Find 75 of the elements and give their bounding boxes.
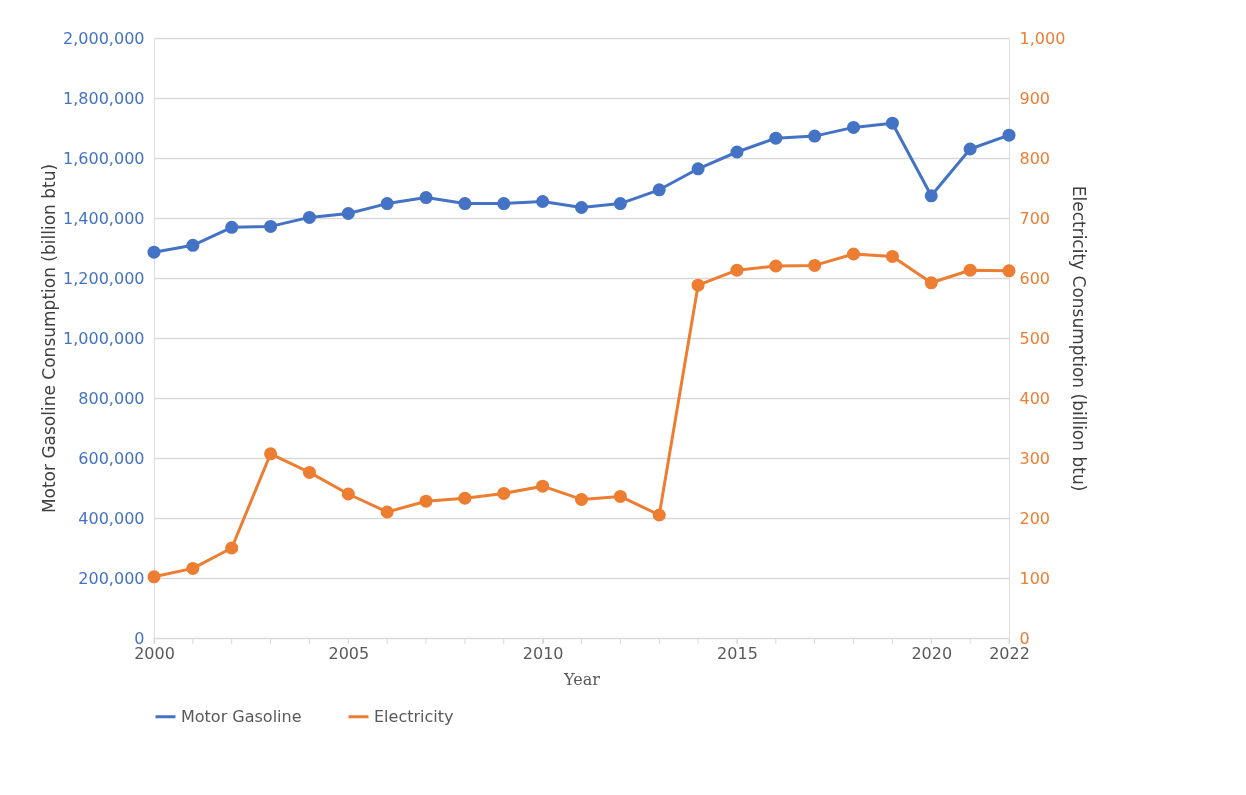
point xyxy=(380,505,394,519)
point xyxy=(769,259,783,273)
point xyxy=(536,479,550,493)
point xyxy=(885,116,899,130)
point xyxy=(264,447,278,461)
point xyxy=(691,278,705,292)
point xyxy=(458,491,472,505)
y-tick-label: 1,200,000 xyxy=(63,268,145,288)
point xyxy=(302,465,316,479)
point xyxy=(924,276,938,290)
point xyxy=(885,249,899,263)
point xyxy=(652,508,666,522)
x-tick-label: 2010 xyxy=(522,643,564,663)
y-tick-label: 2,000,000 xyxy=(63,28,145,48)
point xyxy=(574,492,589,506)
point xyxy=(186,561,200,575)
point xyxy=(458,197,472,211)
point xyxy=(613,197,627,211)
y-tick-label: 600,000 xyxy=(78,448,145,468)
x-tick-label: 2020 xyxy=(911,643,953,663)
y2-tick-label: 500 xyxy=(1019,328,1051,348)
point xyxy=(963,142,977,156)
y-tick-label: 800,000 xyxy=(78,388,145,408)
point xyxy=(924,189,938,203)
y-tick-label: 400,000 xyxy=(78,508,145,528)
y2-tick-label: 700 xyxy=(1019,208,1051,228)
point xyxy=(225,541,239,555)
point xyxy=(341,206,355,221)
point xyxy=(380,197,394,211)
point xyxy=(691,162,705,176)
point xyxy=(847,247,861,261)
point xyxy=(147,245,161,259)
point xyxy=(652,183,666,197)
point xyxy=(302,210,316,224)
point xyxy=(1002,128,1016,142)
point xyxy=(963,263,977,277)
y2-tick-label: 1,000 xyxy=(1019,28,1066,48)
point xyxy=(847,120,861,134)
point xyxy=(808,258,822,272)
point xyxy=(730,145,744,159)
y2-tick-label: 400 xyxy=(1019,388,1051,408)
legend-label: Motor Gasoline xyxy=(181,706,302,726)
point xyxy=(497,486,511,500)
point xyxy=(730,263,744,277)
y2-tick-label: 100 xyxy=(1019,568,1051,588)
x-tick-label: 2015 xyxy=(717,643,758,663)
y-axis-title: Motor Gasoline Consumption (billion btu) xyxy=(39,163,60,514)
point xyxy=(419,494,433,508)
y-tick-label: 1,600,000 xyxy=(63,148,145,168)
y2-tick-label: 600 xyxy=(1019,268,1051,288)
y2-tick-label: 900 xyxy=(1019,88,1051,108)
y2-tick-label: 300 xyxy=(1019,448,1051,468)
point xyxy=(147,570,161,584)
point xyxy=(574,200,589,215)
y2-tick-label: 800 xyxy=(1019,148,1051,168)
point xyxy=(186,238,200,252)
x-tick-label: 2005 xyxy=(328,643,370,663)
x-axis-title: Year xyxy=(563,669,601,689)
point xyxy=(419,191,433,205)
y-tick-label: 1,800,000 xyxy=(63,88,145,108)
point xyxy=(769,131,783,145)
point xyxy=(536,194,550,209)
legend-label: Electricity xyxy=(374,706,454,726)
y2-axis-title: Electricity Consumption (billion btu) xyxy=(1069,185,1090,492)
y2-tick-label: 200 xyxy=(1019,508,1051,528)
y-tick-label: 200,000 xyxy=(78,568,145,588)
y-tick-label: 1,400,000 xyxy=(63,208,145,228)
point xyxy=(264,219,278,233)
point xyxy=(613,489,627,503)
y-tick-label: 1,000,000 xyxy=(63,328,145,348)
point xyxy=(497,197,511,211)
point xyxy=(808,129,822,143)
point xyxy=(1002,264,1016,278)
point xyxy=(341,487,355,501)
point xyxy=(225,220,239,234)
